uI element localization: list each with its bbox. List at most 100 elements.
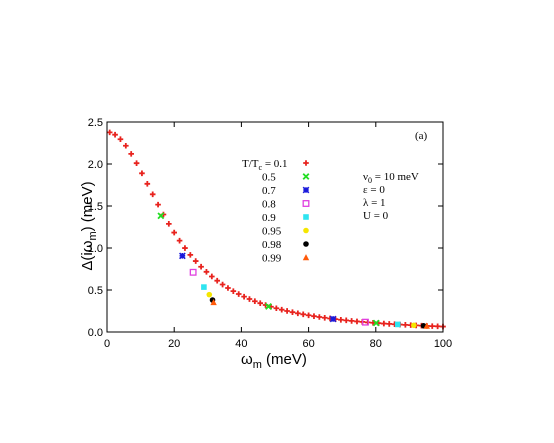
data-point [209, 273, 215, 280]
data-point [273, 305, 280, 312]
data-point [123, 142, 129, 149]
data-point [203, 269, 210, 275]
data-point [381, 320, 387, 327]
legend-title: T/Tc = 0.1 [242, 158, 288, 172]
x-tick-label: 40 [235, 338, 247, 350]
legend-label: 0.9 [262, 212, 276, 224]
legend-label: 0.98 [262, 239, 282, 251]
data-point [265, 303, 272, 310]
parameter-label: ε = 0 [363, 184, 385, 196]
data-point [149, 191, 156, 198]
data-point [144, 180, 151, 187]
legend-marker [303, 214, 309, 220]
data-point [338, 316, 344, 323]
legend-label: 0.7 [262, 185, 276, 197]
data-point [117, 136, 124, 143]
x-tick-label: 100 [434, 338, 452, 350]
axis-ticks: 0 20 40 60 80 100 0.0 0.5 1.0 1.5 2.0 2.5 [88, 117, 452, 350]
y-tick-label: 0.0 [88, 327, 103, 339]
legend-label: 0.99 [262, 253, 282, 265]
data-point [210, 298, 217, 306]
data-point [214, 277, 221, 284]
legend: 0.50.7 0.80.9 0.950.98 0.99 [262, 160, 310, 265]
data-point [289, 309, 296, 315]
data-point [321, 314, 328, 321]
data-point [372, 319, 380, 327]
legend-label: 0.95 [262, 226, 282, 238]
data-point [241, 293, 247, 300]
data-point [329, 315, 337, 323]
legend-marker [302, 254, 310, 261]
data-point [106, 129, 113, 136]
data-point [189, 268, 197, 276]
data-point [295, 310, 301, 317]
data-point [423, 322, 430, 329]
legend-marker [303, 227, 309, 234]
data-point [166, 221, 172, 227]
x-tick-label: 60 [302, 338, 314, 350]
legend-marker [303, 241, 309, 247]
data-point [257, 300, 264, 307]
data-point [128, 151, 134, 157]
series-0.95 [206, 291, 417, 329]
series-0.7 [179, 252, 337, 323]
data-point [179, 252, 186, 260]
data-point [354, 318, 360, 325]
data-point [187, 252, 194, 258]
data-point [133, 160, 140, 167]
legend-label: 0.5 [262, 172, 276, 184]
data-point [386, 321, 393, 327]
data-point [139, 170, 145, 177]
parameter-label: ν0 = 10 meV [363, 171, 419, 185]
series-0.9 [201, 284, 401, 328]
data-point [300, 311, 307, 318]
data-point [198, 263, 204, 270]
data-point [230, 288, 237, 294]
data-point [278, 306, 285, 313]
data-point [394, 321, 401, 328]
data-point [348, 318, 355, 324]
data-point [201, 284, 207, 290]
data-point [311, 313, 317, 319]
data-point [429, 323, 436, 329]
data-point [411, 322, 417, 329]
x-axis-label: ωm (meV) [241, 351, 307, 371]
data-point [171, 229, 177, 236]
parameter-label: λ = 1 [363, 197, 386, 209]
data-point [235, 291, 242, 297]
data-point [176, 237, 183, 244]
data-point [182, 245, 188, 251]
y-tick-label: 2.0 [88, 159, 103, 171]
panel-label: (a) [415, 130, 428, 142]
y-tick-label: 1.5 [88, 201, 103, 213]
x-tick-label: 80 [370, 338, 382, 350]
parameter-label: U = 0 [363, 210, 389, 222]
y-axis-label: Δ(iωm) (meV) [79, 181, 99, 270]
x-tick-label: 20 [168, 338, 180, 350]
data-point [112, 131, 118, 138]
data-point [192, 258, 199, 264]
data-point [206, 291, 213, 298]
data-point [246, 296, 253, 302]
data-point [225, 285, 231, 291]
legend-marker [303, 160, 309, 166]
legend-label: 0.8 [262, 199, 276, 211]
x-tick-label: 0 [104, 338, 110, 350]
legend-marker [302, 186, 310, 194]
data-point [343, 317, 350, 324]
y-tick-label: 1.0 [88, 243, 103, 255]
series-0.8 [189, 268, 369, 326]
legend-marker [302, 200, 310, 207]
data-point [219, 281, 226, 288]
series-0.99 [210, 298, 430, 329]
data-points [106, 129, 446, 330]
data-point [316, 314, 323, 320]
data-point [305, 312, 312, 319]
data-point [402, 322, 409, 328]
data-point [284, 308, 290, 314]
data-point [157, 212, 165, 220]
plot-frame [106, 121, 444, 333]
y-tick-label: 0.5 [88, 285, 103, 297]
